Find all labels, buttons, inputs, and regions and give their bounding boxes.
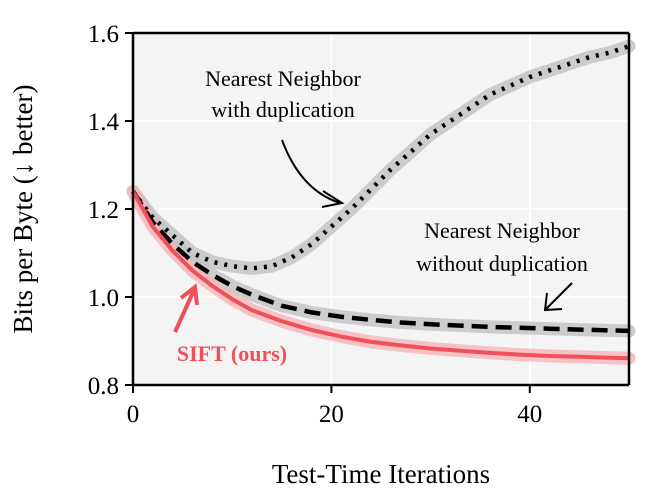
series-line-2 <box>131 190 630 361</box>
annotation-with-dup-line1: Nearest Neighbor <box>205 66 361 91</box>
y-tick-label: 0.8 <box>88 373 119 400</box>
y-ticks: 0.8 1.0 1.2 1.4 1.6 <box>88 21 133 400</box>
annotation-without-dup-line1: Nearest Neighbor <box>424 218 580 243</box>
x-tick-label: 0 <box>127 401 140 428</box>
x-axis-label: Test-Time Iterations <box>272 459 490 489</box>
y-axis-label: Bits per Byte (↓ better) <box>8 85 38 334</box>
series-lines <box>131 44 630 361</box>
x-tick-label: 40 <box>517 401 542 428</box>
y-tick-label: 1.4 <box>88 109 120 136</box>
series-line-1 <box>131 190 630 334</box>
arrowhead-with-dup <box>321 190 345 208</box>
series-line-0 <box>131 44 630 271</box>
y-tick-label: 1.2 <box>88 197 119 224</box>
annotation-with-dup-line2: with duplication <box>211 97 355 122</box>
arrow-with-dup <box>281 139 341 204</box>
y-tick-label: 1.0 <box>88 285 119 312</box>
annotation-without-dup-line2: without duplication <box>416 251 588 276</box>
arrowhead-without-dup <box>543 292 563 312</box>
annotation-sift: SIFT (ours) <box>177 341 287 366</box>
arrowhead-sift <box>179 283 199 306</box>
y-tick-label: 1.6 <box>88 21 119 48</box>
arrow-without-dup <box>545 282 573 310</box>
arrow-sift <box>173 289 196 333</box>
x-ticks: 0 20 40 <box>127 385 542 428</box>
x-tick-label: 20 <box>319 401 344 428</box>
